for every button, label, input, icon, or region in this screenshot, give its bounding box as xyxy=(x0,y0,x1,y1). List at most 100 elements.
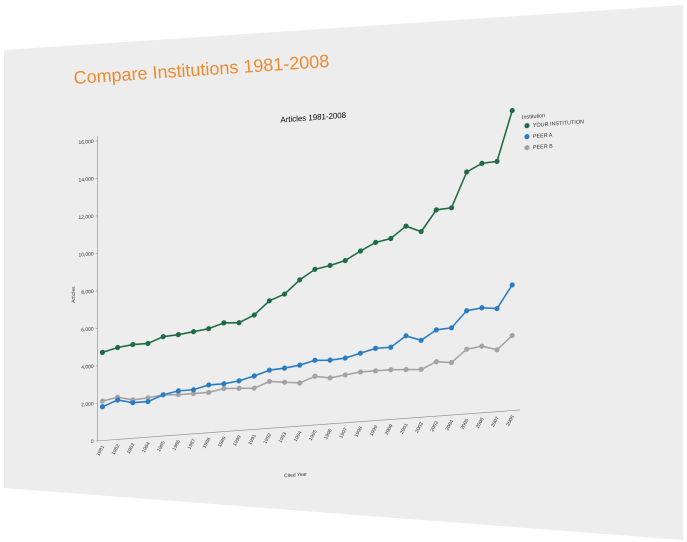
panel-background xyxy=(4,5,683,540)
data-point-peer-a xyxy=(464,308,470,314)
data-point-your-institution xyxy=(388,235,394,242)
data-point-your-institution xyxy=(221,320,227,326)
data-point-your-institution xyxy=(509,107,515,114)
data-point-peer-b xyxy=(236,385,242,391)
data-point-peer-a xyxy=(403,333,409,339)
x-tick-label: 1981 xyxy=(96,444,107,457)
data-point-your-institution xyxy=(130,341,136,348)
legend: Institution YOUR INSTITUTION PEER A PEER B xyxy=(522,113,584,152)
data-point-peer-b xyxy=(281,379,288,385)
data-point-peer-a xyxy=(373,345,379,351)
data-point-peer-a xyxy=(266,367,272,373)
x-tick-label: 1991 xyxy=(247,433,258,446)
x-tick-label: 2004 xyxy=(445,419,456,432)
data-point-peer-b xyxy=(297,380,303,386)
data-point-your-institution xyxy=(281,291,288,297)
data-point-peer-a xyxy=(99,404,106,410)
data-point-peer-a xyxy=(160,392,166,398)
data-point-your-institution xyxy=(373,239,379,246)
data-point-your-institution xyxy=(251,312,257,318)
data-point-peer-a xyxy=(479,305,485,311)
x-tick-label: 2008 xyxy=(505,414,516,427)
x-tick-label: 2003 xyxy=(429,420,440,433)
data-point-your-institution xyxy=(236,320,242,326)
data-point-peer-a xyxy=(206,382,212,388)
data-point-your-institution xyxy=(403,223,409,229)
data-point-peer-a xyxy=(509,282,515,288)
data-point-your-institution xyxy=(99,349,106,355)
data-point-your-institution xyxy=(312,266,318,272)
x-tick-label: 1987 xyxy=(187,438,198,451)
x-tick-label: 1989 xyxy=(217,436,228,449)
y-tick-label: 6,000 xyxy=(81,326,94,333)
data-point-peer-b xyxy=(312,373,318,379)
data-point-peer-b xyxy=(448,359,455,366)
series-line-your-institution xyxy=(102,110,513,354)
data-point-peer-b xyxy=(357,369,363,375)
legend-marker xyxy=(524,123,530,129)
x-tick-label: 2007 xyxy=(490,416,501,429)
data-point-your-institution xyxy=(464,169,470,175)
x-tick-label: 1985 xyxy=(156,440,167,453)
x-tick-label: 1999 xyxy=(369,424,380,437)
data-point-peer-a xyxy=(251,373,257,379)
data-point-your-institution xyxy=(297,277,303,283)
y-tick-label: 0 xyxy=(91,439,94,445)
data-point-your-institution xyxy=(206,326,212,332)
data-point-peer-b xyxy=(479,343,485,349)
data-point-peer-a xyxy=(312,357,318,363)
y-tick-label: 14,000 xyxy=(79,176,94,183)
x-axis-line xyxy=(97,409,521,442)
data-point-your-institution xyxy=(266,298,272,304)
y-tick-label: 8,000 xyxy=(81,289,94,296)
data-point-peer-a xyxy=(388,344,394,350)
data-point-your-institution xyxy=(160,334,166,340)
data-point-peer-a xyxy=(236,378,242,384)
y-tick-label: 10,000 xyxy=(79,251,94,258)
data-point-peer-b xyxy=(418,366,424,373)
x-tick-label: 2002 xyxy=(414,421,425,434)
data-point-peer-a xyxy=(357,350,363,356)
data-point-peer-a xyxy=(130,400,136,406)
data-point-your-institution xyxy=(494,158,500,164)
data-point-peer-b xyxy=(403,366,409,373)
x-tick-label: 2005 xyxy=(460,418,471,431)
data-point-peer-b xyxy=(266,378,272,385)
x-tick-label: 1983 xyxy=(126,442,137,455)
x-axis-label: Cited Year xyxy=(284,472,307,480)
x-tick-labels: 1981 1982 1983 1984 1985 1986 1987 1988 1989 1990… xyxy=(96,414,516,457)
data-point-peer-b xyxy=(206,389,212,396)
x-tick-label: 1982 xyxy=(111,443,122,456)
x-tick-label: 1993 xyxy=(278,431,289,444)
data-point-peer-b xyxy=(327,375,333,381)
y-tick-label: 12,000 xyxy=(79,214,94,221)
data-point-peer-a xyxy=(418,337,424,343)
series-line-peer-a xyxy=(102,284,513,408)
data-point-peer-b xyxy=(99,398,106,404)
x-tick-label: 1988 xyxy=(202,437,213,450)
y-tick-label: 2,000 xyxy=(81,401,94,408)
data-point-peer-b xyxy=(190,390,197,397)
x-tick-label: 2000 xyxy=(384,423,395,436)
x-tick-label: 2006 xyxy=(475,417,486,430)
y-tick-label: 4,000 xyxy=(81,364,94,371)
legend-item-label: YOUR INSTITUTION xyxy=(533,119,584,129)
legend-item-label: PEER B xyxy=(533,144,553,152)
data-point-peer-a xyxy=(494,305,500,312)
data-point-peer-b xyxy=(494,347,500,353)
data-point-peer-a xyxy=(297,362,303,368)
x-tick-label: 1997 xyxy=(338,427,349,440)
data-point-peer-a xyxy=(175,388,181,394)
data-point-your-institution xyxy=(357,248,363,254)
data-point-peer-b xyxy=(221,385,227,392)
data-point-peer-a xyxy=(221,381,227,387)
data-point-peer-a xyxy=(433,327,439,333)
y-tick-labels: 0 2,000 4,000 6,000 8,000 10,000 12,000 14,000 1… xyxy=(79,139,98,445)
data-point-your-institution xyxy=(327,262,333,269)
data-point-peer-b xyxy=(251,385,257,391)
data-point-your-institution xyxy=(190,329,197,335)
x-tick-label: 1984 xyxy=(141,441,152,454)
series-peer-a xyxy=(99,282,515,410)
x-tick-label: 1995 xyxy=(308,429,319,442)
x-tick-label: 1986 xyxy=(171,439,182,452)
